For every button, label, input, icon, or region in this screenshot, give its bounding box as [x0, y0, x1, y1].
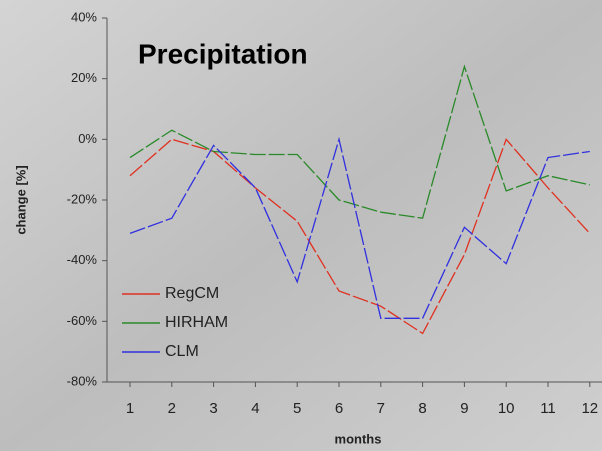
chart-title: Precipitation — [138, 38, 308, 69]
y-tick-label: -60% — [67, 313, 98, 328]
y-tick-label: -80% — [67, 373, 98, 388]
x-tick-label: 1 — [126, 400, 134, 417]
x-tick-label: 8 — [418, 400, 426, 417]
x-tick-label: 12 — [581, 400, 598, 417]
page: Precipitation months change [%] -80% -60%… — [0, 0, 602, 451]
y-tick-label: 0% — [78, 131, 97, 146]
y-tick-label: -40% — [67, 252, 98, 267]
x-tick-label: 9 — [460, 400, 468, 417]
y-tick-label: 20% — [71, 70, 97, 85]
y-tick-label: 40% — [71, 9, 97, 24]
x-tick-label: 5 — [293, 400, 301, 417]
y-tick-label: -20% — [67, 191, 98, 206]
y-axis-label: change [%] — [13, 165, 28, 234]
legend-label: HIRHAM — [165, 314, 228, 331]
x-tick-label: 3 — [209, 400, 217, 417]
x-tick-label: 6 — [335, 400, 343, 417]
x-tick-label: 2 — [168, 400, 176, 417]
x-tick-label: 4 — [251, 400, 259, 417]
x-tick-label: 7 — [377, 400, 385, 417]
legend-label: RegCM — [165, 285, 219, 302]
x-tick-label: 11 — [540, 400, 556, 417]
legend-label: CLM — [165, 343, 199, 360]
x-tick-label: 10 — [498, 400, 515, 417]
chart: Precipitation months change [%] -80% -60%… — [0, 0, 602, 451]
x-axis-label: months — [335, 431, 382, 446]
